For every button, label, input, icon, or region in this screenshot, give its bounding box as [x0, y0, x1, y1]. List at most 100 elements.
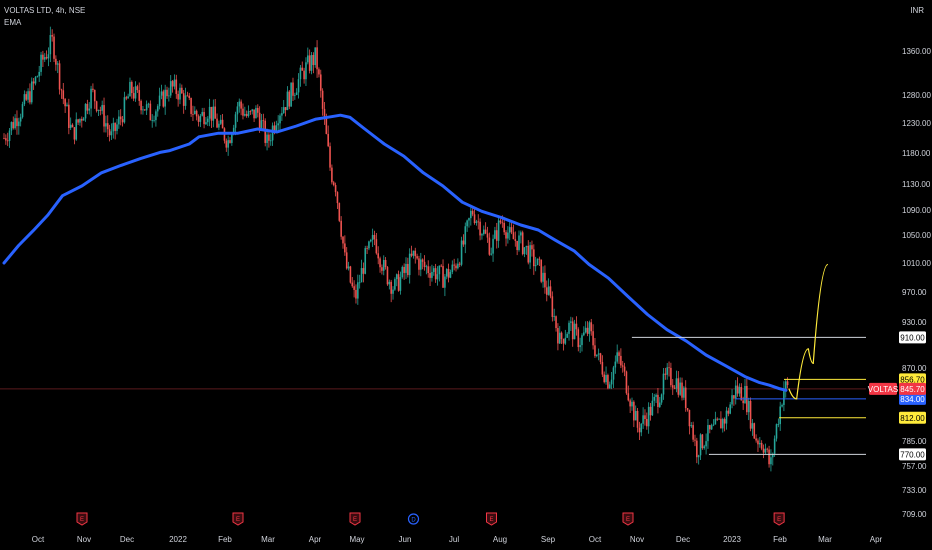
candle-body [721, 419, 724, 429]
candle-body [71, 124, 74, 128]
candle-body [245, 114, 248, 116]
candle-body [423, 261, 426, 267]
candle-body [30, 81, 33, 103]
candle-body [440, 265, 442, 267]
candle-body [603, 374, 606, 383]
candle-body [277, 123, 279, 126]
candle-body [384, 259, 387, 268]
candle-body [319, 74, 322, 91]
candle-body [297, 79, 300, 93]
earnings-icon[interactable] [622, 512, 634, 526]
candle-body [305, 62, 307, 80]
candle-body [707, 425, 709, 442]
candle-body [588, 322, 591, 334]
candle-body [231, 134, 233, 143]
candle-body [360, 268, 363, 283]
candle-body [520, 232, 522, 236]
candle-body [545, 287, 548, 295]
candle-body [158, 95, 161, 107]
candle-body [660, 394, 663, 403]
candle-body [766, 448, 769, 450]
candle-body [457, 263, 459, 269]
candle-body [620, 355, 622, 366]
candle-body [486, 233, 489, 238]
time-axis[interactable]: Oct Nov Dec 2022 Feb Mar Apr May Jun Jul Aug Sep Oct… [32, 535, 883, 544]
candle-body [208, 106, 211, 119]
candle-body [610, 379, 613, 385]
price-axis[interactable]: 1360.00 1280.00 1230.00 1180.00 1130.00 1090.… [902, 47, 931, 519]
earnings-icon[interactable] [773, 512, 785, 526]
candle-body [325, 118, 328, 134]
candle-body [633, 401, 635, 421]
candle-body [449, 272, 452, 278]
symbol-title[interactable]: VOLTAS LTD, 4h, NSE [4, 6, 86, 15]
candle-body [371, 234, 374, 240]
candle-body [8, 130, 11, 141]
candle-body [458, 263, 461, 265]
indicator-label[interactable]: EMA [4, 18, 22, 27]
candle-body [101, 105, 103, 111]
candle-body [140, 100, 142, 111]
candle-body [242, 108, 244, 116]
candle-body [786, 381, 789, 386]
candle-body [570, 321, 572, 323]
candle-body [781, 404, 783, 407]
candle-body [471, 210, 474, 215]
candle-body [203, 112, 205, 125]
candle-body [397, 274, 400, 291]
candle-body [292, 82, 294, 96]
candle-body [445, 268, 448, 277]
candle-body [731, 395, 733, 405]
x-tick-label: Jun [399, 535, 412, 544]
chart-legend[interactable]: VOLTAS LTD, 4h, NSE EMA [4, 5, 85, 29]
earnings-icon[interactable] [486, 512, 497, 526]
candle-body [614, 361, 617, 368]
candle-body [677, 378, 680, 395]
candle-body [592, 331, 594, 346]
candle-body [355, 289, 357, 299]
candle-body [357, 282, 359, 299]
candle-body [43, 57, 46, 60]
candle-body [336, 192, 339, 204]
candle-body [45, 57, 48, 59]
earnings-icon[interactable] [76, 512, 88, 526]
candle-body [464, 226, 467, 245]
candle-body [244, 114, 246, 116]
candle-body [192, 113, 194, 115]
candle-body [121, 119, 124, 123]
candle-body [655, 394, 657, 397]
candle-body [710, 425, 713, 430]
candle-body [66, 104, 68, 107]
candle-body [132, 93, 135, 99]
candle-body [99, 109, 102, 111]
candle-body [75, 119, 78, 140]
candle-body [551, 296, 554, 317]
candle-body [334, 185, 337, 193]
candle-body [255, 107, 257, 119]
candle-body [60, 89, 63, 91]
x-tick-label: Nov [630, 535, 644, 544]
candle-body [492, 238, 494, 254]
dividend-icon[interactable] [407, 513, 420, 525]
candle-body [323, 108, 326, 119]
candle-body [268, 134, 270, 141]
candle-body [688, 409, 691, 427]
candle-body [736, 385, 739, 394]
candle-body [145, 104, 148, 111]
candle-body [644, 415, 646, 420]
candle-body [434, 268, 437, 280]
x-tick-label: Nov [77, 535, 91, 544]
candle-body [69, 124, 72, 128]
candle-body [690, 425, 693, 427]
candle-body [25, 94, 28, 100]
earnings-glyph: E [777, 517, 781, 523]
candle-body [392, 289, 394, 294]
earnings-icon[interactable] [232, 512, 244, 526]
candle-body [625, 371, 628, 394]
earnings-icon[interactable] [349, 512, 361, 526]
candle-body [266, 134, 268, 143]
candle-body [382, 259, 385, 271]
candle-body [286, 91, 289, 111]
y-tick-label: 1130.00 [902, 180, 931, 189]
